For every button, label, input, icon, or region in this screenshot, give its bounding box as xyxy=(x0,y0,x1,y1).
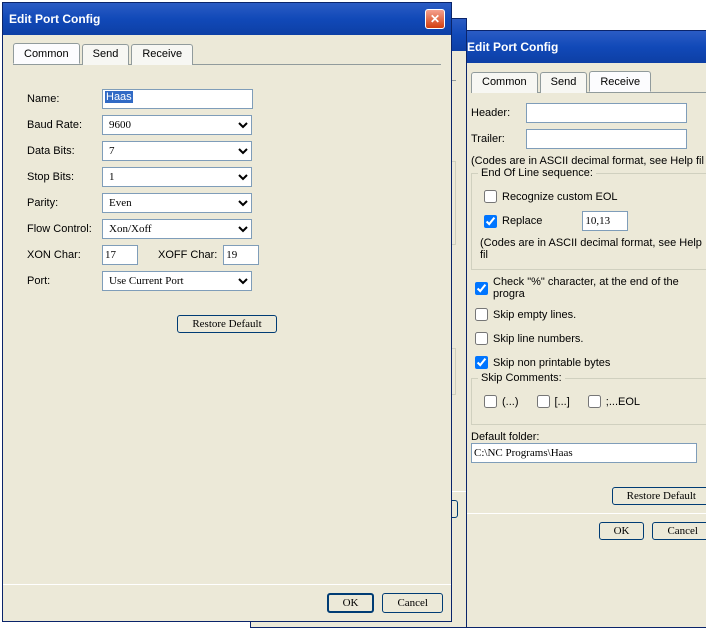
tab-send[interactable]: Send xyxy=(540,72,588,93)
tab-common[interactable]: Common xyxy=(13,43,80,64)
dialog-receive: Edit Port Config Common Send Receive Hea… xyxy=(460,30,706,628)
xon-input[interactable] xyxy=(102,245,138,265)
check-percent-label: Check "%" character, at the end of the p… xyxy=(493,276,706,300)
trailer-label: Trailer: xyxy=(471,133,526,145)
flow-select[interactable]: Xon/Xoff xyxy=(102,219,252,239)
default-folder-label: Default folder: xyxy=(471,431,706,443)
skip-eol-checkbox[interactable] xyxy=(588,395,601,408)
skip-comments-group: Skip Comments: (...) [...] ;...EOL xyxy=(471,378,706,425)
recognize-eol-label: Recognize custom EOL xyxy=(502,191,618,203)
eol-group: End Of Line sequence: Recognize custom E… xyxy=(471,173,706,270)
restore-default-button[interactable]: Restore Default xyxy=(612,487,706,505)
default-folder-input[interactable] xyxy=(471,443,697,463)
skip-nonprint-label: Skip non printable bytes xyxy=(493,357,610,369)
replace-value[interactable] xyxy=(582,211,628,231)
cancel-button[interactable]: Cancel xyxy=(652,522,706,540)
xoff-label: XOFF Char: xyxy=(158,249,217,261)
ok-button[interactable]: OK xyxy=(327,593,375,613)
skip-nonprint-checkbox[interactable] xyxy=(475,356,488,369)
tab-common[interactable]: Common xyxy=(471,72,538,93)
skip-empty-checkbox[interactable] xyxy=(475,308,488,321)
recognize-eol-checkbox[interactable] xyxy=(484,190,497,203)
replace-label: Replace xyxy=(502,215,542,227)
header-label: Header: xyxy=(471,107,526,119)
skip-comments-title: Skip Comments: xyxy=(478,372,565,384)
close-icon[interactable]: ✕ xyxy=(425,9,445,29)
tab-receive[interactable]: Receive xyxy=(131,44,193,65)
flow-label: Flow Control: xyxy=(27,223,102,235)
tabs: Common Send Receive xyxy=(471,71,706,93)
baud-label: Baud Rate: xyxy=(27,119,102,131)
replace-checkbox[interactable] xyxy=(484,215,497,228)
ascii-note2: (Codes are in ASCII decimal format, see … xyxy=(480,237,702,261)
trailer-input[interactable] xyxy=(526,129,687,149)
skip-paren-checkbox[interactable] xyxy=(484,395,497,408)
check-percent-checkbox[interactable] xyxy=(475,282,488,295)
header-input[interactable] xyxy=(526,103,687,123)
title: Edit Port Config xyxy=(9,12,100,26)
databits-select[interactable]: 7 xyxy=(102,141,252,161)
eol-title: End Of Line sequence: xyxy=(478,167,596,179)
ascii-note: (Codes are in ASCII decimal format, see … xyxy=(471,155,706,167)
cancel-button[interactable]: Cancel xyxy=(382,593,443,613)
skip-lineno-label: Skip line numbers. xyxy=(493,333,584,345)
dialog-common: Edit Port Config ✕ Common Send Receive Na… xyxy=(2,2,452,622)
skip-empty-label: Skip empty lines. xyxy=(493,309,576,321)
skip-lineno-checkbox[interactable] xyxy=(475,332,488,345)
name-input[interactable]: Haas xyxy=(105,91,133,103)
parity-label: Parity: xyxy=(27,197,102,209)
ok-button[interactable]: OK xyxy=(599,522,645,540)
title: Edit Port Config xyxy=(467,40,558,54)
stopbits-select[interactable]: 1 xyxy=(102,167,252,187)
name-label: Name: xyxy=(27,93,102,105)
databits-label: Data Bits: xyxy=(27,145,102,157)
restore-default-button[interactable]: Restore Default xyxy=(177,315,276,333)
xoff-input[interactable] xyxy=(223,245,259,265)
tabs: Common Send Receive xyxy=(13,43,441,65)
xon-label: XON Char: xyxy=(27,249,102,261)
port-select[interactable]: Use Current Port xyxy=(102,271,252,291)
port-label: Port: xyxy=(27,275,102,287)
tab-send[interactable]: Send xyxy=(82,44,130,65)
titlebar[interactable]: Edit Port Config ✕ xyxy=(3,3,451,35)
stopbits-label: Stop Bits: xyxy=(27,171,102,183)
skip-brack-checkbox[interactable] xyxy=(537,395,550,408)
titlebar[interactable]: Edit Port Config xyxy=(461,31,706,63)
tab-receive[interactable]: Receive xyxy=(589,71,651,92)
parity-select[interactable]: Even xyxy=(102,193,252,213)
baud-select[interactable]: 9600 xyxy=(102,115,252,135)
